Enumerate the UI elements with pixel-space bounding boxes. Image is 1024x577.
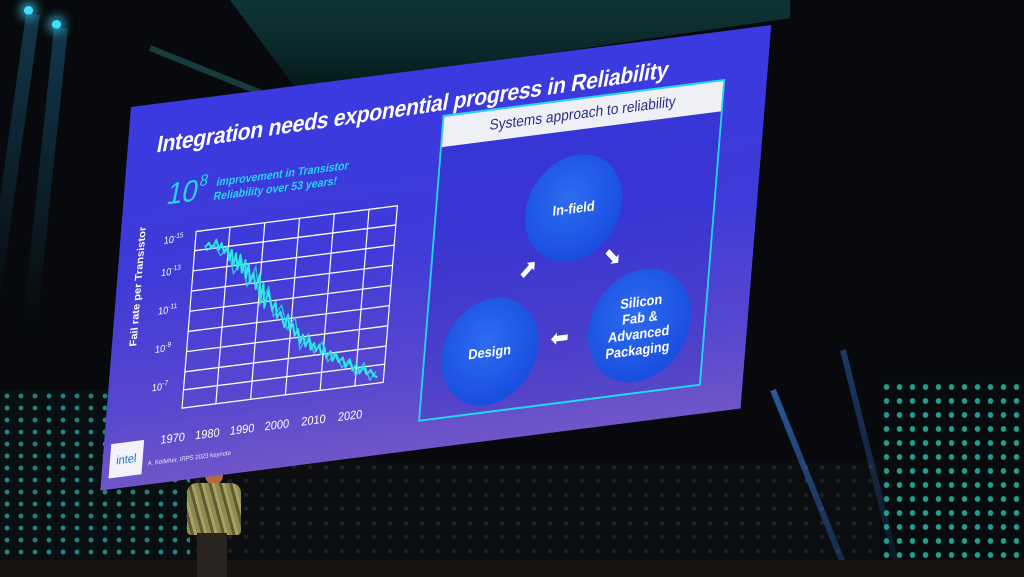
stat-value: 108: [164, 171, 210, 212]
fail-rate-chart: Fail rate per Transistor 10-15 10-13 10-…: [128, 201, 413, 476]
speaker-jacket: [187, 483, 241, 535]
systems-approach-box: Systems approach to reliability In-field…: [418, 78, 726, 422]
x-tick: 2000: [264, 416, 290, 434]
y-tick: 10-11: [157, 302, 178, 318]
y-tick: 10-15: [163, 232, 184, 248]
fail-rate-series: [204, 238, 378, 379]
improvement-stat: 108 improvement in Transistor Reliabilit…: [164, 157, 350, 212]
chart-grid: [181, 205, 399, 409]
arrow-up-right-icon: ⬈: [517, 254, 539, 285]
node-label: Silicon Fab & Advanced Packaging: [604, 290, 671, 362]
arrow-left-icon: ⬅: [549, 323, 571, 354]
stat-exponent: 8: [198, 171, 210, 191]
y-tick: 10-7: [151, 379, 169, 395]
stage-floor: [0, 560, 1024, 577]
x-tick: 1980: [194, 425, 221, 443]
stat-base: 10: [164, 173, 202, 212]
x-tick: 2010: [300, 411, 327, 429]
perforated-wall-center: [190, 460, 880, 577]
stage-spotlight: [24, 6, 33, 15]
stat-description: improvement in Transistor Reliability ov…: [212, 159, 350, 205]
x-tick: 1990: [229, 420, 255, 439]
node-label: Design: [467, 340, 512, 363]
intel-logo: intel: [108, 439, 145, 479]
stage-spotlight: [52, 20, 61, 29]
node-silicon-fab-packaging: Silicon Fab & Advanced Packaging: [583, 262, 696, 389]
y-tick: 10-9: [154, 341, 172, 357]
y-tick: 10-13: [160, 264, 182, 280]
speaker-legs: [197, 533, 227, 577]
node-label: In-field: [552, 197, 596, 219]
node-design: Design: [437, 292, 543, 412]
x-tick: 2020: [337, 406, 363, 425]
projector-screen: Integration needs exponential progress i…: [100, 25, 772, 491]
y-axis-label: Fail rate per Transistor: [128, 225, 149, 348]
arrow-down-right-icon: ⬊: [602, 241, 623, 272]
chart-plot-area: [181, 205, 399, 409]
speaker-person: [183, 465, 243, 577]
x-tick: 1970: [159, 429, 186, 447]
perforated-wall-right: [880, 380, 1024, 577]
